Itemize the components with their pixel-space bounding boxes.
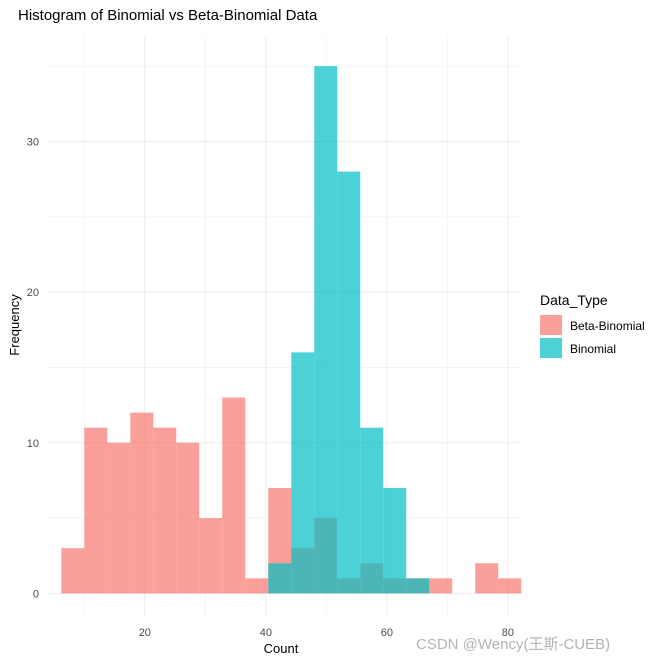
legend-label-beta-binomial: Beta-Binomial [570, 319, 645, 333]
chart-title: Histogram of Binomial vs Beta-Binomial D… [18, 7, 318, 24]
y-tick-label: 10 [27, 438, 39, 450]
histogram-bar-beta-binomial [222, 397, 246, 594]
histogram-bar-binomial [337, 171, 361, 594]
legend-title: Data_Type [540, 292, 608, 308]
histogram-bar-binomial [383, 487, 407, 594]
histogram-bar-beta-binomial [245, 578, 269, 594]
x-tick-label: 60 [381, 627, 393, 639]
histogram-bar-beta-binomial [61, 548, 85, 594]
tick-labels: 20 40 60 80 0 10 20 30 [27, 136, 514, 639]
histogram-bar-beta-binomial [176, 442, 200, 594]
legend-items: Beta-Binomial Binomial [540, 315, 645, 358]
y-tick-label: 0 [33, 588, 39, 600]
legend-swatch-binomial [540, 338, 562, 358]
y-tick-label: 30 [27, 136, 39, 148]
bars-layer [61, 66, 522, 594]
histogram-bar-beta-binomial [107, 442, 131, 594]
histogram-bar-binomial [268, 563, 292, 594]
x-tick-label: 20 [139, 627, 151, 639]
y-tick-label: 20 [27, 287, 39, 299]
histogram-bar-binomial [314, 66, 338, 594]
x-tick-label: 40 [260, 627, 272, 639]
histogram-bar-beta-binomial [153, 427, 177, 594]
histogram-bar-beta-binomial [84, 427, 108, 594]
histogram-bar-beta-binomial [130, 412, 154, 594]
histogram-bar-binomial [291, 352, 315, 594]
legend-swatch-beta-binomial [540, 315, 562, 335]
legend-label-binomial: Binomial [570, 342, 616, 356]
histogram-bar-binomial [406, 578, 430, 594]
histogram-bar-beta-binomial [429, 578, 453, 594]
legend: Data_Type Beta-Binomial Binomial [540, 292, 645, 358]
x-tick-label: 80 [502, 627, 514, 639]
histogram-bar-beta-binomial [199, 518, 223, 594]
watermark: CSDN @Wency(王斯-CUEB) [416, 636, 610, 653]
histogram-bar-binomial [360, 427, 384, 594]
x-axis-title: Count [264, 641, 299, 656]
histogram-bar-beta-binomial [475, 563, 499, 594]
y-axis-title: Frequency [7, 294, 22, 356]
histogram-bar-beta-binomial [498, 578, 522, 594]
